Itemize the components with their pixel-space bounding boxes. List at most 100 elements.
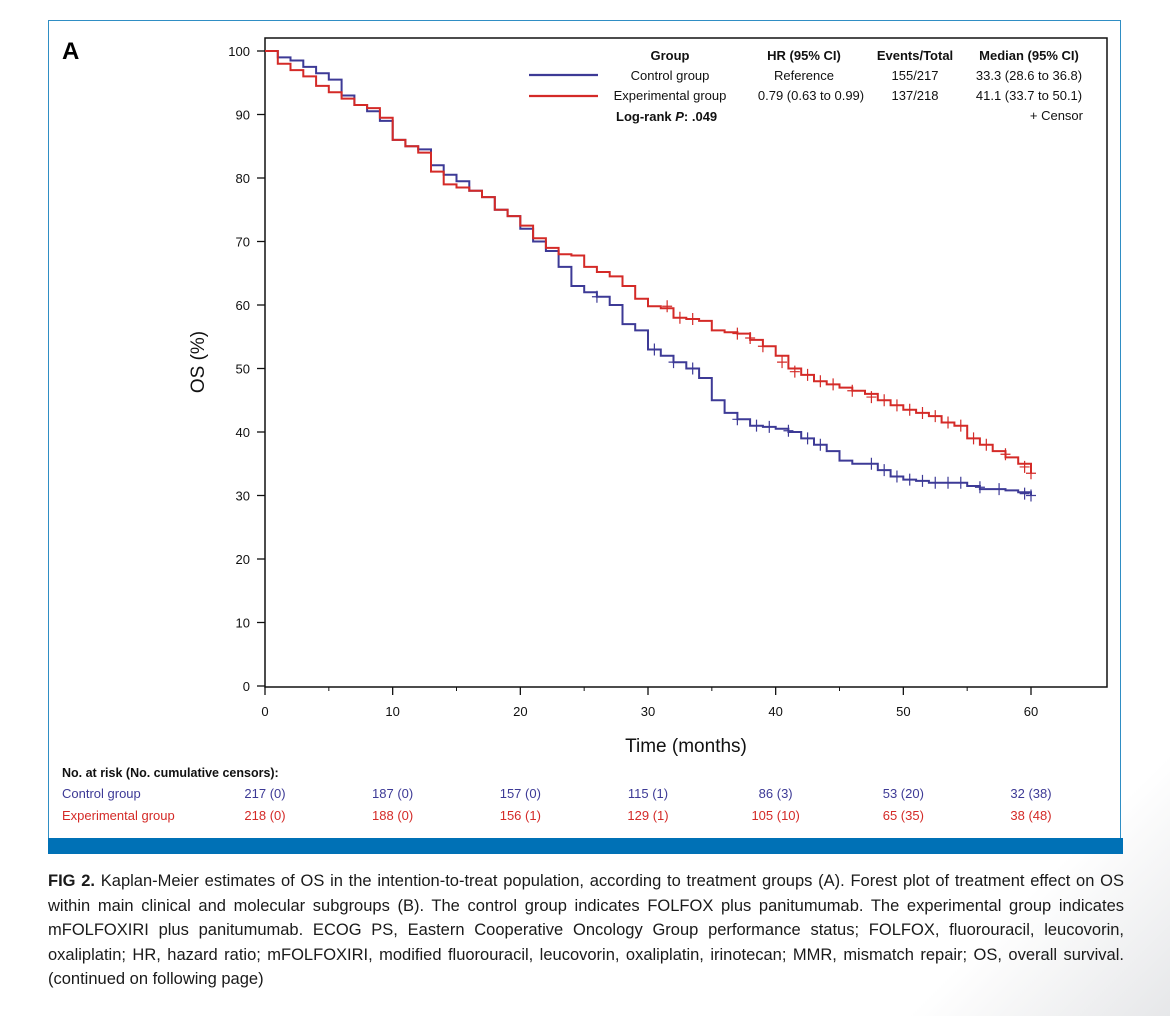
censor-mark [732, 413, 743, 426]
y-tick-label: 40 [236, 425, 250, 440]
censor-mark [815, 438, 826, 451]
censor-mark [789, 365, 800, 378]
x-axis: 0 10 20 30 40 50 60 [261, 687, 1038, 719]
x-tick-label: 0 [261, 704, 268, 719]
figure-bottom-bar [48, 838, 1123, 854]
legend-control-name: Control group [631, 68, 710, 83]
risk-row-label: Experimental group [62, 808, 175, 823]
panel-label: A [62, 38, 80, 65]
censor-mark [1026, 467, 1036, 480]
x-axis-title: Time (months) [625, 736, 747, 757]
y-axis: 0 10 20 30 40 50 60 70 80 90 100 [228, 44, 265, 694]
caption-text: Kaplan-Meier estimates of OS in the inte… [48, 872, 1124, 988]
censor-mark [917, 406, 928, 419]
censor-mark [879, 394, 890, 407]
risk-cell: 188 (0) [372, 808, 414, 823]
risk-cell: 218 (0) [244, 808, 286, 823]
legend: Group HR (95% CI) Events/Total Median (9… [529, 48, 1084, 124]
censor-mark [1026, 489, 1036, 502]
censor-mark [943, 476, 954, 489]
risk-cell: 156 (1) [499, 808, 541, 823]
censor-mark [943, 416, 954, 429]
y-tick-label: 20 [236, 552, 250, 567]
censor-mark [981, 438, 992, 451]
censor-mark [751, 419, 762, 432]
censor-mark [891, 470, 902, 483]
censor-mark [732, 327, 743, 340]
caption-label: FIG 2. [48, 872, 96, 890]
x-tick-label: 10 [385, 704, 399, 719]
censor-mark [674, 311, 685, 324]
censor-mark [930, 476, 941, 489]
censor-mark [828, 378, 839, 391]
censor-mark [955, 476, 966, 489]
risk-table-title: No. at risk (No. cumulative censors): [62, 766, 279, 780]
x-tick-label: 20 [513, 704, 527, 719]
censor-mark [1019, 460, 1030, 473]
legend-experimental-name: Experimental group [614, 88, 727, 103]
censor-mark [757, 340, 768, 353]
x-tick-label: 30 [641, 704, 655, 719]
censor-mark [1019, 487, 1030, 500]
risk-cell: 86 (3) [758, 786, 793, 801]
logrank-text: Log-rank P: .049 [616, 109, 717, 124]
censor-mark [866, 457, 877, 470]
logrank-value: : .049 [684, 109, 717, 124]
censor-mark [591, 290, 602, 303]
censor-mark [968, 432, 979, 445]
censor-mark [668, 356, 679, 369]
risk-row-label: Control group [62, 786, 141, 801]
legend-experimental-events: 137/218 [892, 88, 939, 103]
y-tick-label: 50 [236, 362, 250, 377]
logrank-label: Log-rank [616, 109, 675, 124]
legend-header-hr: HR (95% CI) [767, 48, 841, 63]
figure-frame [48, 20, 1121, 853]
y-tick-label: 70 [236, 235, 250, 250]
legend-experimental-hr: 0.79 (0.63 to 0.99) [758, 88, 864, 103]
censor-mark [802, 432, 813, 445]
censor-mark [904, 473, 915, 486]
censor-mark [866, 391, 877, 404]
legend-header-median: Median (95% CI) [979, 48, 1079, 63]
plot-area-border [264, 37, 1108, 688]
censor-mark [974, 481, 985, 494]
x-tick-label: 50 [896, 704, 910, 719]
censor-mark [891, 399, 902, 412]
legend-experimental-median: 41.1 (33.7 to 50.1) [976, 88, 1082, 103]
censor-mark [847, 384, 858, 397]
x-tick-label: 60 [1024, 704, 1038, 719]
censor-mark [687, 362, 698, 375]
censor-mark [994, 483, 1005, 496]
legend-header-events: Events/Total [877, 48, 953, 63]
risk-cell: 65 (35) [882, 808, 924, 823]
censor-mark [777, 356, 788, 369]
censor-mark [745, 332, 756, 345]
legend-control-median: 33.3 (28.6 to 36.8) [976, 68, 1082, 83]
censor-mark [955, 419, 966, 432]
y-tick-label: 90 [236, 108, 250, 123]
risk-cell: 217 (0) [244, 786, 286, 801]
censor-mark [1000, 448, 1011, 461]
series-layer [265, 50, 1036, 502]
censor-mark [662, 300, 673, 313]
censor-legend: + Censor [1030, 108, 1084, 123]
censor-mark [815, 375, 826, 388]
censor-mark [904, 403, 915, 416]
censor-mark [802, 368, 813, 381]
risk-cell: 105 (10) [751, 808, 800, 823]
series-line-experimental [265, 50, 1032, 474]
risk-cell: 53 (20) [882, 786, 924, 801]
figure-caption: FIG 2. Kaplan-Meier estimates of OS in t… [48, 869, 1124, 992]
risk-cell: 38 (48) [1010, 808, 1052, 823]
censor-mark [917, 474, 928, 487]
censor-mark [764, 420, 775, 433]
censor-mark [930, 410, 941, 423]
x-tick-label: 40 [768, 704, 782, 719]
legend-header-group: Group [651, 48, 690, 63]
legend-control-hr: Reference [774, 68, 834, 83]
censor-mark [783, 424, 794, 437]
y-tick-label: 80 [236, 171, 250, 186]
y-tick-label: 60 [236, 298, 250, 313]
risk-cell: 32 (38) [1010, 786, 1052, 801]
